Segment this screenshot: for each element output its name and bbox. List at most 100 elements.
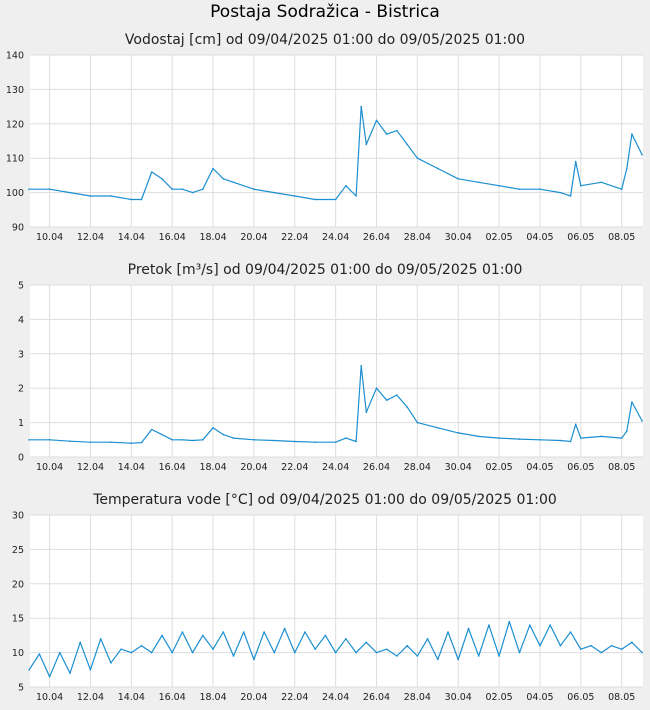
data-point [355, 440, 357, 443]
data-point [457, 658, 460, 661]
y-tick-label: 2 [18, 384, 24, 395]
data-point [580, 437, 582, 439]
x-tick-label: 30.04 [445, 462, 472, 473]
x-tick-label: 06.05 [567, 462, 594, 473]
x-tick-label: 16.04 [159, 232, 186, 243]
data-point [416, 157, 419, 159]
data-point [212, 427, 214, 429]
data-point [28, 669, 30, 671]
data-point [580, 648, 582, 650]
data-point [222, 178, 225, 180]
data-point [620, 648, 623, 650]
data-point [396, 129, 398, 132]
data-point [559, 644, 562, 647]
data-point [437, 427, 439, 429]
x-tick-label: 06.05 [567, 232, 594, 243]
page-title: Postaja Sodražica - Bistrica [210, 2, 440, 22]
data-point [539, 644, 541, 647]
plot-area [30, 515, 643, 687]
data-point [457, 178, 460, 180]
data-point [212, 167, 214, 170]
data-point [212, 648, 214, 650]
data-point [253, 439, 255, 441]
data-point [202, 439, 204, 441]
data-point [150, 428, 153, 431]
discharge-chart: 0 1 2 3 4 5 10.04 12.04 14.04 16.04 18.04 20.04 22.0… [18, 281, 643, 473]
data-point [171, 439, 173, 441]
data-point [314, 441, 317, 443]
data-point [171, 651, 173, 654]
data-point [626, 167, 628, 170]
data-point [253, 658, 255, 661]
x-tick-label: 22.04 [281, 232, 308, 243]
x-tick-label: 26.04 [363, 232, 390, 243]
data-point [375, 119, 378, 122]
data-point [28, 439, 30, 441]
data-point [365, 641, 368, 644]
x-tick-label: 04.05 [526, 232, 553, 243]
x-tick-label: 26.04 [363, 462, 390, 473]
data-point [69, 672, 71, 674]
data-point [294, 195, 296, 197]
data-point [89, 669, 92, 671]
data-point [626, 430, 628, 432]
data-point [140, 644, 143, 647]
data-point [150, 171, 153, 173]
x-tick-label: 16.04 [159, 462, 186, 473]
x-tick-label: 10.04 [36, 232, 63, 243]
data-point [334, 651, 337, 654]
data-point [345, 638, 347, 640]
data-point [273, 191, 276, 194]
data-point [498, 655, 500, 657]
data-point [437, 658, 439, 661]
data-point [181, 439, 184, 441]
data-point [59, 651, 61, 654]
data-point [150, 651, 153, 654]
data-point [120, 648, 122, 650]
data-point [140, 198, 143, 201]
x-tick-label: 24.04 [322, 692, 349, 703]
data-point [385, 399, 388, 401]
data-point [222, 631, 225, 633]
data-point [416, 655, 419, 657]
data-point [263, 631, 265, 633]
data-point [273, 439, 276, 442]
data-point [396, 394, 398, 396]
data-point [181, 188, 184, 190]
y-tick-label: 1 [18, 418, 24, 429]
data-point [620, 437, 623, 439]
y-tick-label: 130 [6, 85, 24, 96]
data-point [641, 651, 643, 654]
data-point [426, 638, 429, 640]
x-tick-label: 16.04 [159, 692, 186, 703]
data-point [161, 634, 163, 637]
y-tick-label: 30 [12, 511, 24, 522]
x-tick-label: 02.05 [486, 692, 513, 703]
data-point [477, 435, 480, 438]
y-tick-label: 10 [12, 648, 24, 659]
y-tick-label: 5 [18, 683, 24, 694]
data-point [253, 188, 255, 190]
y-tick-label: 100 [6, 188, 24, 199]
x-tick-label: 20.04 [240, 462, 267, 473]
data-point [69, 191, 71, 194]
data-point [385, 648, 388, 650]
y-tick-label: 110 [6, 154, 24, 165]
data-point [467, 627, 470, 630]
data-point [130, 198, 133, 201]
data-point [294, 440, 296, 443]
data-point [549, 624, 551, 626]
data-point [569, 631, 572, 633]
data-point [631, 641, 633, 644]
y-tick-label: 25 [12, 545, 24, 556]
x-tick-label: 26.04 [363, 692, 390, 703]
data-point [130, 442, 133, 444]
data-point [447, 631, 449, 633]
data-point [641, 420, 643, 422]
water-level-chart-title: Vodostaj [cm] od 09/04/2025 01:00 do 09/… [124, 32, 526, 48]
data-point [600, 181, 603, 184]
data-point [191, 439, 194, 442]
data-point [38, 653, 41, 655]
data-point [110, 195, 112, 197]
data-point [232, 437, 235, 439]
